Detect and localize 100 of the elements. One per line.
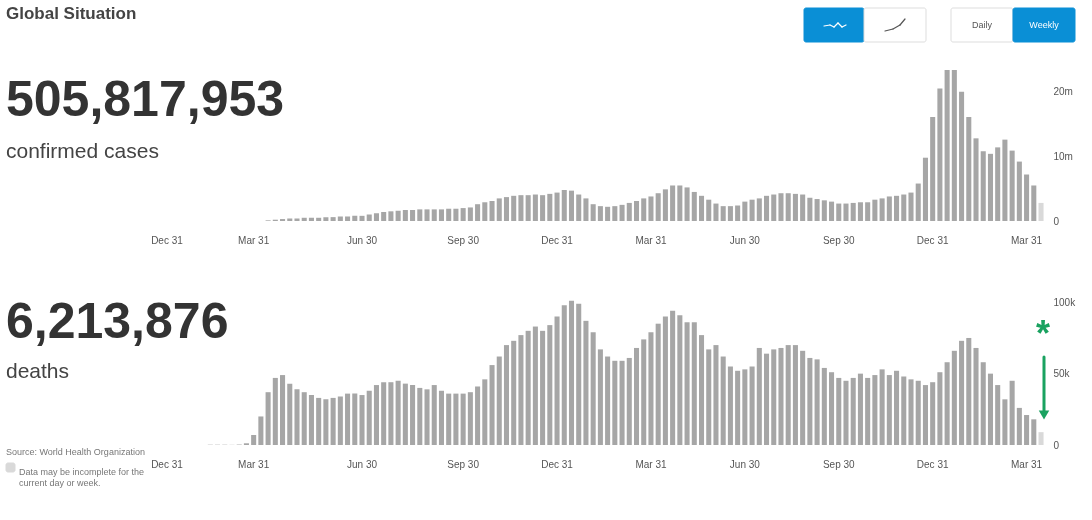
bar <box>872 199 878 221</box>
bar <box>482 202 488 221</box>
x-tick-label: Jun 30 <box>346 458 378 470</box>
y-tick-label: 10m <box>1053 150 1073 162</box>
bar <box>894 195 900 221</box>
bar <box>908 192 914 221</box>
bar <box>944 69 950 221</box>
bar <box>373 385 379 445</box>
bar <box>807 357 813 445</box>
bar <box>547 325 553 445</box>
bar <box>821 367 827 445</box>
bar <box>417 209 423 221</box>
bar <box>359 215 365 221</box>
bar <box>308 217 314 221</box>
bar <box>857 202 863 221</box>
bar <box>330 397 336 445</box>
x-tick-label: Jun 30 <box>729 458 761 470</box>
bar <box>388 211 394 221</box>
bar <box>561 190 567 221</box>
bar <box>980 151 986 221</box>
bar <box>554 192 560 221</box>
bar <box>785 193 791 221</box>
bar <box>446 208 452 221</box>
bar <box>446 393 452 445</box>
bar <box>294 218 300 221</box>
bar <box>1002 399 1008 445</box>
bar <box>612 206 618 221</box>
bar <box>698 195 705 221</box>
bar <box>525 330 531 445</box>
bar <box>756 198 762 221</box>
text: Global Situation <box>6 4 137 23</box>
x-tick-label: Sep 30 <box>822 458 856 470</box>
bar <box>655 193 661 221</box>
bar <box>482 379 488 445</box>
bar <box>294 389 300 445</box>
bar <box>323 217 329 221</box>
bar <box>662 316 668 445</box>
bar <box>576 194 582 221</box>
bar <box>489 200 495 221</box>
bar <box>373 213 379 221</box>
bar <box>706 349 712 445</box>
bar <box>735 205 741 221</box>
bar <box>865 202 871 221</box>
y-tick-label: 100k <box>1053 296 1077 308</box>
bar <box>1009 150 1015 221</box>
bar <box>511 340 517 445</box>
bar <box>597 349 603 445</box>
bar <box>980 362 986 445</box>
x-tick-label: Dec 31 <box>541 458 574 470</box>
bar <box>633 200 640 221</box>
bar <box>901 376 907 445</box>
bar <box>792 193 798 221</box>
bar <box>836 203 842 221</box>
bar <box>532 326 538 445</box>
bar <box>583 320 589 445</box>
bar <box>381 211 387 221</box>
bar <box>366 214 372 221</box>
bar <box>995 385 1001 445</box>
bar <box>431 209 437 221</box>
bar <box>511 195 517 221</box>
bar <box>366 390 372 445</box>
bar <box>764 353 770 445</box>
chart-title: 6,213,876 <box>6 293 229 349</box>
bar <box>742 201 748 221</box>
bar <box>287 218 293 221</box>
bar <box>467 392 473 445</box>
bar <box>879 369 885 445</box>
bar <box>850 202 856 221</box>
x-tick-label: Dec 31 <box>916 458 949 470</box>
bar <box>424 209 430 221</box>
bar <box>792 345 798 445</box>
bar <box>1016 161 1022 221</box>
y-tick-label: 0 <box>1053 439 1060 451</box>
bar <box>475 204 481 221</box>
bar <box>265 392 271 445</box>
bar <box>612 360 618 445</box>
bar <box>771 194 777 221</box>
bar <box>402 383 408 445</box>
bar <box>951 350 957 445</box>
bar <box>930 117 936 221</box>
bar <box>590 332 596 445</box>
bar <box>684 322 690 445</box>
bar <box>496 356 502 445</box>
bar <box>1038 432 1044 445</box>
bar <box>713 345 719 445</box>
bar <box>532 194 538 221</box>
bar <box>641 339 647 445</box>
bar <box>778 347 784 445</box>
bar <box>720 356 726 445</box>
bar <box>735 370 741 445</box>
bar <box>337 216 343 221</box>
bar <box>1016 407 1022 445</box>
bar <box>272 377 278 445</box>
bar <box>951 69 957 221</box>
bar <box>410 210 416 221</box>
y-tick-label: 20m <box>1053 86 1073 98</box>
x-tick-label: Mar 31 <box>238 458 270 470</box>
bar <box>886 196 892 221</box>
bar <box>583 198 589 221</box>
bar <box>251 435 257 445</box>
